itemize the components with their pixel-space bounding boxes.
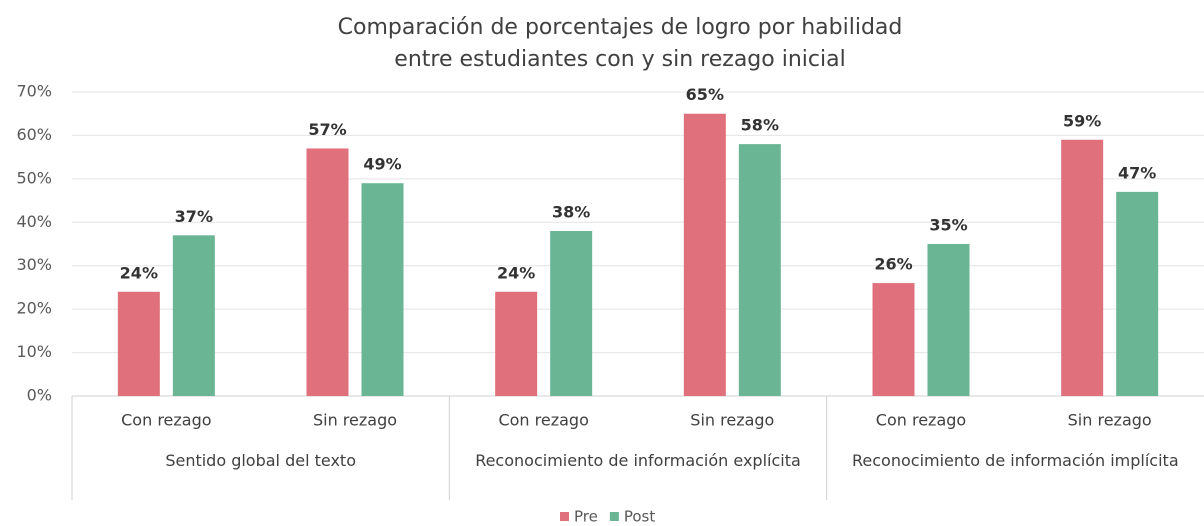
bar	[361, 183, 404, 396]
bar	[927, 244, 970, 396]
group-label: Reconocimiento de información implícita	[852, 451, 1179, 470]
y-tick-label: 20%	[16, 299, 52, 318]
x-tick-label: Sin rezago	[690, 411, 774, 430]
bar	[872, 283, 915, 396]
y-tick-label: 40%	[16, 212, 52, 231]
value-label: 24%	[497, 263, 535, 282]
value-label: 37%	[175, 207, 213, 226]
legend-label: Pre	[574, 508, 598, 526]
value-label: 38%	[552, 202, 590, 221]
value-label: 35%	[929, 216, 967, 235]
y-tick-label: 60%	[16, 125, 52, 144]
legend-swatch	[609, 512, 619, 521]
x-tick-label: Sin rezago	[1068, 411, 1152, 430]
bar	[495, 291, 538, 396]
bar	[1116, 191, 1159, 396]
legend-label: Post	[624, 508, 656, 526]
y-tick-label: 70%	[16, 82, 52, 101]
chart-title: Comparación de porcentajes de logro por …	[338, 15, 903, 40]
value-label: 49%	[363, 155, 401, 174]
y-tick-label: 50%	[16, 168, 52, 187]
y-tick-label: 0%	[27, 386, 52, 405]
bar	[306, 148, 349, 396]
value-label: 59%	[1063, 111, 1101, 130]
bar	[117, 291, 160, 396]
x-tick-label: Sin rezago	[313, 411, 397, 430]
value-label: 47%	[1118, 163, 1156, 182]
bar	[683, 113, 726, 396]
bar	[738, 144, 781, 396]
bar	[1061, 139, 1104, 396]
chart-title: entre estudiantes con y sin rezago inici…	[394, 47, 845, 72]
bar	[172, 235, 215, 396]
y-tick-label: 30%	[16, 255, 52, 274]
group-label: Reconocimiento de información explícita	[475, 451, 801, 470]
value-label: 65%	[686, 85, 724, 104]
x-tick-label: Con rezago	[498, 411, 588, 430]
value-label: 57%	[308, 120, 346, 139]
bar	[550, 230, 593, 396]
value-label: 24%	[120, 263, 158, 282]
legend-swatch	[560, 512, 569, 521]
group-label: Sentido global del texto	[165, 451, 356, 470]
value-label: 26%	[874, 255, 912, 274]
x-tick-label: Con rezago	[876, 411, 966, 430]
y-tick-label: 10%	[16, 342, 52, 361]
value-label: 58%	[741, 116, 779, 135]
x-tick-label: Con rezago	[121, 411, 211, 430]
